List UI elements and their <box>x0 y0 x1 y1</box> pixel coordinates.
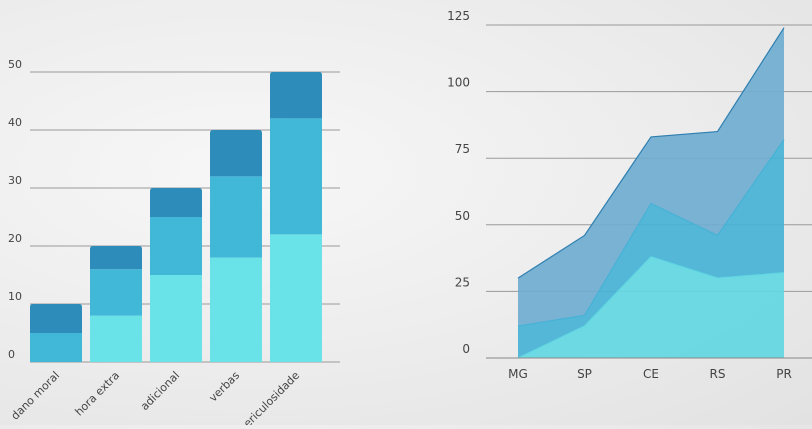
bar-segment <box>90 269 142 316</box>
y-tick-label: 30 <box>8 174 22 187</box>
bar-segment <box>30 304 82 333</box>
y-tick-label: 125 <box>447 9 470 23</box>
bar-chart-svg: 0 10 20 30 40 50 dano moral hora extra adicional… <box>8 58 340 429</box>
area-chart-svg: 0 25 50 75 100 125 MG SP CE RS PR <box>447 9 812 381</box>
bar-segment <box>210 176 262 258</box>
area-series <box>518 27 784 327</box>
stacked-bar-chart: 0 10 20 30 40 50 dano moral hora extra adicional… <box>0 0 340 429</box>
bar-segment <box>210 257 262 362</box>
x-tick-label: CE <box>643 367 659 381</box>
y-tick-label: 50 <box>8 58 22 71</box>
y-tick-label: 40 <box>8 116 22 129</box>
bar-segment <box>150 217 202 275</box>
area-series <box>518 256 784 358</box>
y-tick-label: 50 <box>455 209 470 223</box>
bar-segment <box>30 333 82 362</box>
area-series-line <box>517 139 785 327</box>
bar-segment <box>210 130 262 177</box>
bar-segment <box>270 234 322 362</box>
bar-segment <box>150 275 202 362</box>
x-tick-label: PR <box>776 367 792 381</box>
bar-segment <box>90 315 142 362</box>
stacked-area-chart: 0 25 50 75 100 125 MG SP CE RS PR <box>420 0 812 425</box>
y-tick-label: 100 <box>447 76 470 90</box>
area-series-line <box>517 256 785 359</box>
x-tick-label: MG <box>508 367 528 381</box>
x-tick-label: verbas <box>207 369 243 405</box>
y-tick-label: 0 <box>462 342 470 356</box>
x-tick-label: SP <box>577 367 592 381</box>
x-tick-label: RS <box>710 367 726 381</box>
bar-segment <box>270 118 322 235</box>
x-tick-label: adicional <box>138 369 182 413</box>
bar-segment <box>90 246 142 270</box>
bar-segment <box>150 188 202 217</box>
y-tick-label: 20 <box>8 232 22 245</box>
x-tick-label: dano moral <box>9 369 63 423</box>
bar-segment <box>270 72 322 119</box>
x-tick-label: periculosidade <box>236 369 302 425</box>
area-series <box>518 139 784 358</box>
y-tick-label: 0 <box>8 348 15 361</box>
y-tick-label: 75 <box>455 142 470 156</box>
area-series-line <box>517 27 785 279</box>
y-tick-label: 25 <box>455 275 470 289</box>
y-tick-label: 10 <box>8 290 22 303</box>
x-tick-label: hora extra <box>73 369 123 419</box>
